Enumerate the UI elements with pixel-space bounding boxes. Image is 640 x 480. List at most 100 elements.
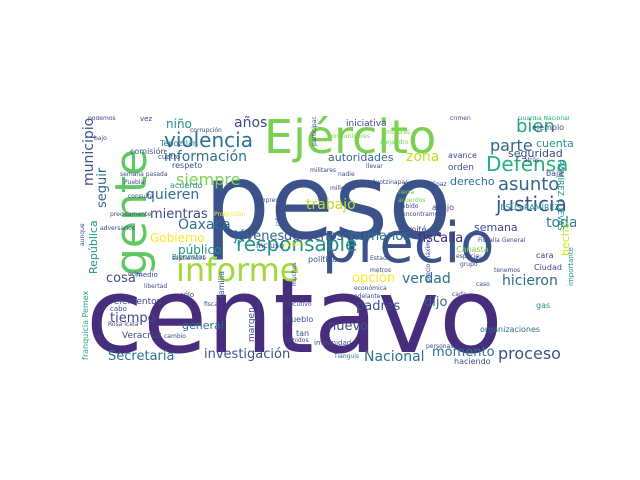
cloud-word: violencia bbox=[164, 128, 253, 152]
cloud-word: incluso bbox=[256, 241, 285, 250]
cloud-word: semana pasada bbox=[120, 171, 168, 178]
cloud-word: empresa bbox=[256, 197, 283, 204]
cloud-word: órdenes bbox=[404, 179, 437, 188]
cloud-word: siempre bbox=[176, 170, 241, 189]
cloud-word: adelante bbox=[354, 293, 381, 300]
cloud-word: participación bbox=[311, 116, 318, 146]
cloud-word: precio bbox=[322, 211, 495, 276]
cloud-word: quieren bbox=[146, 187, 200, 203]
cloud-word: República bbox=[87, 220, 100, 274]
cloud-word: Fiscalía General bbox=[478, 237, 526, 244]
cloud-word: especie bbox=[456, 253, 479, 260]
cloud-word: público bbox=[178, 243, 222, 257]
cloud-word: hicieron bbox=[502, 273, 558, 289]
cloud-word: cara bbox=[536, 251, 554, 260]
cloud-word: podemos bbox=[88, 116, 116, 122]
cloud-word: Tianguis bbox=[334, 353, 360, 360]
cloud-word: personas bbox=[426, 343, 454, 350]
cloud-word: comisión bbox=[130, 147, 166, 156]
cloud-word: adversarios bbox=[100, 225, 135, 232]
cloud-word: fiscalía bbox=[418, 231, 464, 246]
cloud-word: Defensa bbox=[486, 152, 569, 176]
cloud-word: cuatro bbox=[158, 153, 181, 161]
cloud-word: Ejecutivo bbox=[284, 301, 312, 308]
cloud-word: cambio bbox=[164, 333, 186, 340]
cloud-word: información bbox=[164, 149, 248, 165]
cloud-word: septiembre bbox=[172, 255, 207, 262]
cloud-word: organizaciones bbox=[480, 325, 541, 334]
cloud-word: crimen bbox=[450, 116, 471, 122]
cloud-word: cabo bbox=[110, 305, 127, 313]
cloud-word: nuevo bbox=[328, 319, 369, 334]
cloud-word: parte bbox=[490, 136, 533, 155]
cloud-word: tierra bbox=[398, 189, 415, 196]
cloud-word: iniciativa bbox=[346, 119, 387, 129]
cloud-word: ejemplo bbox=[532, 123, 565, 132]
cloud-word: encontramos bbox=[402, 211, 442, 218]
cloud-word: debido bbox=[398, 203, 419, 210]
cloud-word: dijo bbox=[424, 295, 448, 310]
cloud-word: semana bbox=[474, 221, 518, 234]
cloud-word: derechos bbox=[284, 229, 344, 244]
cloud-word: seguir bbox=[95, 167, 110, 208]
cloud-word: libertad bbox=[144, 283, 168, 290]
cloud-word: tiempo bbox=[110, 311, 156, 326]
cloud-word: general bbox=[182, 319, 224, 332]
cloud-word: Alejandro bbox=[380, 139, 409, 146]
cloud-word: pública bbox=[284, 241, 306, 248]
cloud-word: avance bbox=[448, 151, 477, 160]
cloud-word: Ciudad bbox=[534, 263, 562, 272]
cloud-word: respeto bbox=[172, 161, 203, 170]
cloud-word: aunque bbox=[80, 223, 86, 246]
cloud-word: Oaxaca bbox=[178, 217, 231, 233]
word-cloud: peso centavo precio Ejército gente infor… bbox=[80, 116, 576, 364]
cloud-word: Secretaría bbox=[108, 349, 175, 364]
cloud-word: consulta bbox=[128, 193, 154, 200]
cloud-word: importante bbox=[567, 247, 575, 286]
cloud-word: haciendo bbox=[454, 357, 491, 365]
cloud-word: zona bbox=[406, 149, 440, 165]
cloud-word: tan bbox=[296, 329, 310, 338]
cloud-word: fiscal bbox=[204, 301, 220, 308]
cloud-word: precio máximo bbox=[425, 237, 432, 282]
cloud-word: orden bbox=[448, 163, 475, 173]
cloud-word: grupo bbox=[460, 261, 478, 268]
cloud-word: trabajo bbox=[306, 197, 356, 213]
cloud-word: JESÚS RAMÍREZ bbox=[498, 203, 561, 212]
cloud-word: centavo bbox=[86, 255, 503, 364]
cloud-word: Estado bbox=[370, 255, 391, 262]
cloud-word: política bbox=[308, 255, 338, 264]
cloud-word: millones bbox=[330, 185, 356, 192]
cloud-word: cada bbox=[452, 291, 467, 298]
cloud-word: informe bbox=[176, 251, 300, 289]
cloud-word: Ayotzinapa bbox=[372, 179, 406, 186]
cloud-word: sólo bbox=[180, 291, 195, 299]
cloud-word: Comité bbox=[398, 225, 427, 234]
cloud-word: investigación bbox=[204, 347, 291, 362]
cloud-word: paz bbox=[436, 181, 447, 188]
cloud-word: medio bbox=[136, 271, 158, 279]
cloud-word: proceso bbox=[498, 344, 561, 363]
cloud-word: humanos bbox=[350, 229, 411, 244]
cloud-word: Rosa Icela bbox=[108, 321, 139, 328]
cloud-word: atrás bbox=[524, 157, 540, 164]
cloud-word: civil bbox=[476, 255, 488, 262]
cloud-word: nadie bbox=[338, 171, 355, 178]
cloud-word: pueblo bbox=[286, 315, 314, 324]
cloud-word: locales bbox=[255, 299, 262, 320]
cloud-word: Protección bbox=[214, 211, 246, 218]
cloud-word: militares bbox=[310, 167, 337, 174]
cloud-word: Ejército bbox=[264, 116, 437, 164]
cloud-word: Guardia Nacional bbox=[518, 116, 570, 122]
cloud-word: impunidad bbox=[314, 339, 352, 347]
cloud-word: Jalisco bbox=[275, 207, 282, 226]
cloud-word: toda bbox=[546, 215, 576, 231]
cloud-word: muchos bbox=[291, 262, 298, 286]
cloud-word: cosa bbox=[106, 271, 136, 286]
cloud-word: momento bbox=[432, 345, 495, 360]
cloud-word: económica bbox=[354, 285, 387, 292]
cloud-word: niño bbox=[166, 117, 192, 131]
cloud-word: Tepoztlán bbox=[160, 139, 198, 148]
cloud-word: ocho bbox=[128, 271, 143, 278]
